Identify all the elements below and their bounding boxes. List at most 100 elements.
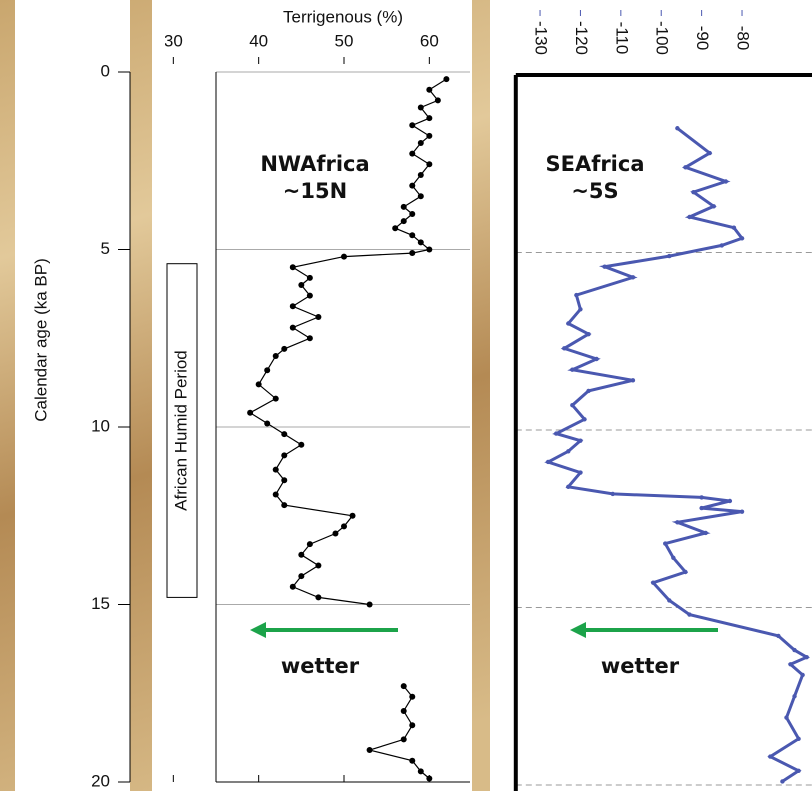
data-point	[566, 449, 571, 454]
data-point	[409, 693, 416, 700]
data-point	[289, 264, 296, 271]
data-point	[574, 292, 579, 298]
data-point	[675, 520, 680, 525]
data-point	[255, 381, 262, 388]
plot-se: -130 -120 -110 -100 -90 -80	[513, 10, 812, 791]
data-point	[281, 502, 288, 509]
data-point	[289, 324, 296, 331]
x-tick-label: -90	[693, 26, 712, 51]
data-point	[800, 672, 805, 678]
y-tick-label: 10	[91, 416, 110, 435]
x-tick-label: 40	[249, 31, 268, 50]
data-point	[315, 313, 322, 320]
data-point	[409, 250, 416, 257]
data-point	[570, 367, 575, 372]
data-point	[739, 236, 745, 241]
x-tick-label: 50	[335, 31, 354, 50]
data-point	[768, 754, 773, 759]
x-tick-label: -130	[532, 21, 551, 55]
data-point	[796, 768, 801, 773]
data-point	[417, 171, 424, 178]
data-point	[699, 495, 704, 500]
data-point	[306, 541, 313, 548]
series-line	[544, 127, 811, 783]
data-point	[707, 150, 712, 156]
data-point	[409, 757, 416, 764]
data-point	[788, 662, 793, 667]
data-point	[443, 76, 450, 83]
data-point	[578, 470, 583, 475]
data-point	[426, 161, 433, 168]
data-point	[306, 335, 313, 342]
data-point	[298, 573, 305, 580]
data-point	[562, 346, 567, 351]
data-point	[776, 633, 781, 639]
data-point	[298, 551, 305, 558]
data-point	[306, 292, 313, 299]
data-point	[426, 132, 433, 139]
data-point	[264, 420, 271, 427]
data-point	[281, 477, 288, 484]
data-point	[247, 409, 254, 416]
data-point	[426, 775, 433, 782]
data-point	[264, 367, 271, 374]
panel	[15, 0, 130, 791]
data-point	[792, 694, 797, 699]
data-point	[315, 594, 322, 601]
data-point	[366, 747, 373, 754]
data-point	[417, 140, 424, 146]
data-point	[586, 331, 591, 337]
data-point	[400, 708, 407, 714]
data-point	[650, 580, 656, 585]
data-point	[349, 512, 356, 519]
data-point	[272, 395, 279, 402]
data-point	[796, 736, 801, 742]
data-point	[683, 569, 688, 575]
data-point	[630, 378, 636, 383]
data-point	[602, 264, 607, 269]
data-point	[683, 165, 688, 170]
panel	[490, 0, 812, 791]
data-point	[434, 97, 441, 104]
data-point	[272, 466, 279, 473]
data-point	[341, 523, 347, 530]
x-tick-label: 60	[420, 31, 439, 50]
data-point	[578, 438, 583, 443]
data-point	[281, 345, 288, 352]
data-point	[667, 598, 672, 603]
data-point	[566, 321, 571, 326]
arrow-label: wetter	[601, 654, 680, 678]
data-point	[727, 498, 733, 504]
data-point	[594, 356, 599, 362]
data-point	[289, 583, 296, 590]
data-point	[409, 182, 416, 189]
data-point	[272, 491, 279, 498]
y-tick-label: 20	[91, 771, 110, 790]
annotation: SEAfrica	[545, 152, 644, 176]
data-point	[719, 243, 725, 248]
data-point	[582, 417, 587, 422]
data-point	[570, 402, 575, 408]
data-point	[400, 736, 407, 743]
data-point	[392, 225, 399, 232]
data-point	[417, 193, 424, 200]
data-point	[610, 491, 615, 497]
y-tick-label: 5	[101, 239, 110, 258]
data-point	[409, 150, 416, 157]
data-point	[731, 225, 737, 230]
x-tick-label: -100	[653, 21, 672, 55]
data-point	[566, 484, 571, 489]
y-tick-label: 0	[101, 61, 110, 80]
arrow-label: wetter	[281, 654, 360, 678]
data-point	[586, 388, 591, 394]
annotation: ~15N	[283, 179, 347, 203]
data-point	[784, 715, 789, 720]
data-point	[409, 232, 416, 239]
data-point	[671, 555, 676, 560]
data-point	[703, 530, 708, 536]
x-tick-label: -120	[572, 21, 591, 55]
data-point	[687, 612, 692, 617]
data-point	[272, 353, 279, 359]
data-point	[663, 541, 668, 546]
data-point	[400, 683, 407, 690]
